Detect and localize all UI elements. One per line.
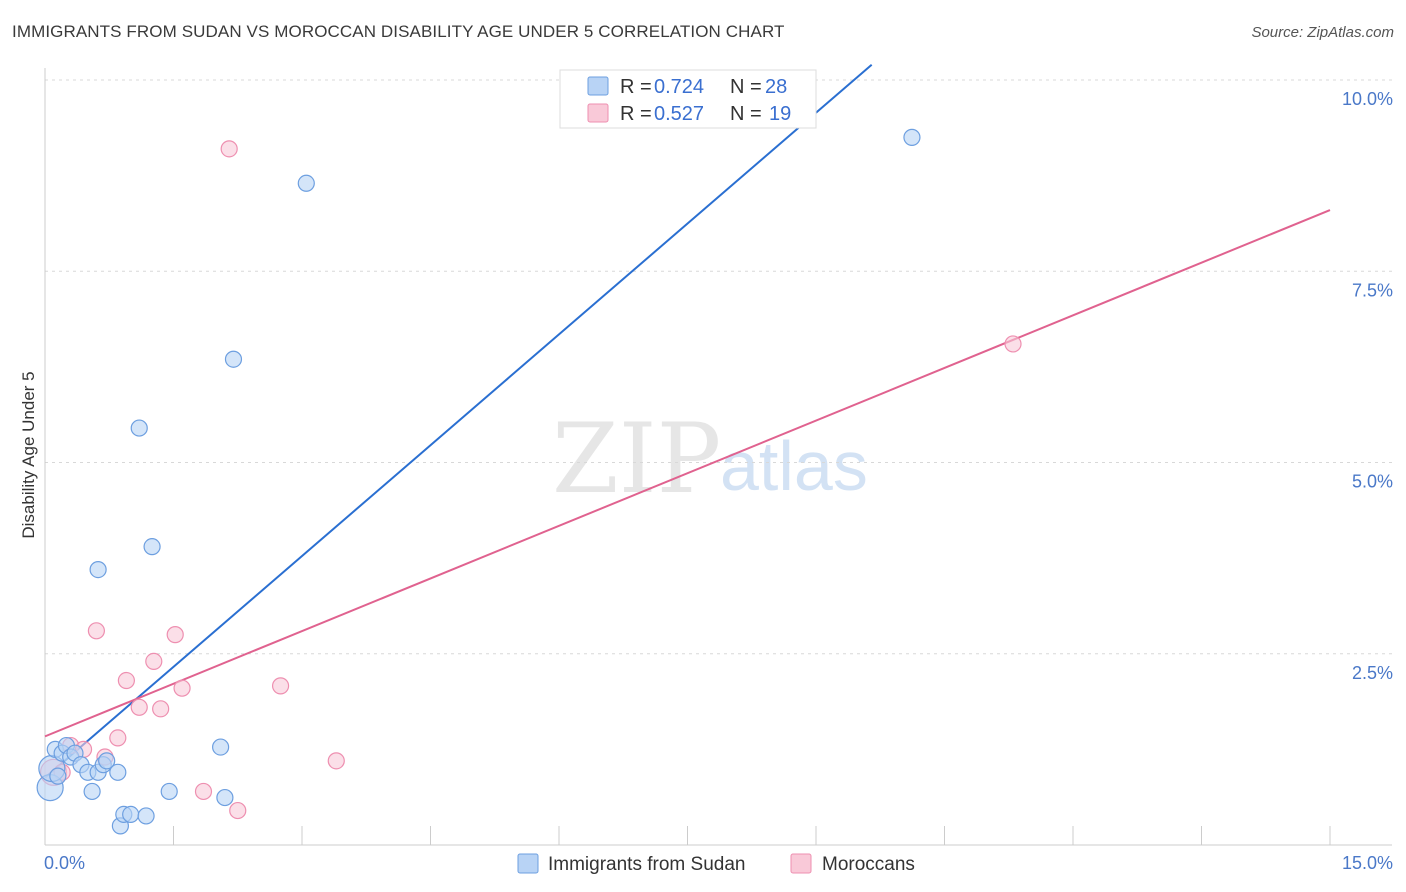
axes bbox=[44, 68, 1392, 846]
top-legend: R = 0.724 N = 28 R = 0.527 N = 19 bbox=[559, 69, 817, 129]
source-credit: Source: ZipAtlas.com bbox=[1251, 24, 1394, 41]
data-point-moroccans bbox=[173, 679, 191, 697]
watermark-zip: ZIP bbox=[552, 403, 721, 515]
data-point-moroccans bbox=[152, 700, 170, 718]
data-point-moroccans bbox=[271, 677, 290, 695]
x-tick-label-max: 15.0% bbox=[1342, 853, 1393, 873]
data-point-sudan bbox=[49, 767, 67, 785]
y-tick-label: 7.5% bbox=[1352, 280, 1393, 300]
legend-swatch-sudan bbox=[587, 76, 609, 96]
data-point-sudan bbox=[216, 788, 234, 807]
data-point-sudan bbox=[297, 174, 315, 192]
chart-title: IMMIGRANTS FROM SUDAN VS MOROCCAN DISABI… bbox=[12, 22, 785, 41]
data-point-moroccans bbox=[117, 671, 135, 690]
data-point-moroccans bbox=[220, 140, 238, 158]
data-points bbox=[36, 128, 1022, 835]
legend-r-label-2: R = bbox=[620, 103, 652, 125]
data-point-sudan bbox=[212, 738, 230, 756]
data-point-moroccans bbox=[145, 652, 163, 671]
trend-line-sudan bbox=[44, 63, 873, 779]
data-point-moroccans bbox=[1004, 335, 1022, 353]
data-point-moroccans bbox=[166, 626, 184, 644]
bottom-legend-swatch-sudan bbox=[517, 853, 539, 874]
y-tick-labels: 2.5% 5.0% 7.5% 10.0% bbox=[1342, 89, 1393, 683]
y-tick-label: 5.0% bbox=[1352, 472, 1393, 492]
data-point-moroccans bbox=[229, 801, 247, 820]
bottom-legend-swatch-moroccans bbox=[790, 853, 812, 874]
data-point-sudan bbox=[224, 350, 243, 368]
legend-swatch-moroccans bbox=[587, 103, 609, 123]
bottom-legend: Immigrants from Sudan Moroccans bbox=[517, 853, 915, 875]
data-point-moroccans bbox=[87, 622, 106, 640]
legend-n-label-1: N = bbox=[730, 76, 762, 98]
legend-r-value-2: 0.527 bbox=[654, 103, 704, 125]
data-point-sudan bbox=[109, 763, 127, 781]
data-point-sudan bbox=[143, 538, 161, 556]
legend-n-value-2: 19 bbox=[769, 103, 791, 125]
x-tick-label-min: 0.0% bbox=[44, 853, 85, 873]
bottom-legend-label-sudan: Immigrants from Sudan bbox=[548, 854, 745, 875]
legend-n-value-1: 28 bbox=[765, 76, 787, 98]
y-axis-title: Disability Age Under 5 bbox=[19, 371, 38, 538]
data-point-sudan bbox=[83, 782, 101, 801]
watermark-atlas: atlas bbox=[720, 427, 868, 505]
y-tick-label: 2.5% bbox=[1352, 663, 1393, 683]
data-point-sudan bbox=[98, 752, 116, 770]
bottom-legend-label-moroccans: Moroccans bbox=[822, 854, 915, 875]
gridlines bbox=[45, 79, 1392, 655]
trend-line-moroccans bbox=[44, 209, 1331, 738]
y-tick-label: 10.0% bbox=[1342, 89, 1393, 109]
data-point-sudan bbox=[122, 805, 140, 824]
trend-lines bbox=[44, 63, 1331, 779]
data-point-sudan bbox=[137, 807, 155, 825]
data-point-moroccans bbox=[327, 752, 345, 770]
data-point-sudan bbox=[160, 782, 178, 801]
legend-r-value-1: 0.724 bbox=[654, 76, 704, 98]
data-point-moroccans bbox=[109, 729, 127, 747]
data-point-moroccans bbox=[130, 698, 148, 716]
data-point-sudan bbox=[89, 560, 107, 579]
data-point-moroccans bbox=[194, 782, 213, 801]
legend-r-label-1: R = bbox=[620, 76, 652, 98]
data-point-sudan bbox=[130, 419, 148, 437]
data-point-sudan bbox=[903, 128, 921, 146]
legend-n-label-2: N = bbox=[730, 103, 762, 125]
